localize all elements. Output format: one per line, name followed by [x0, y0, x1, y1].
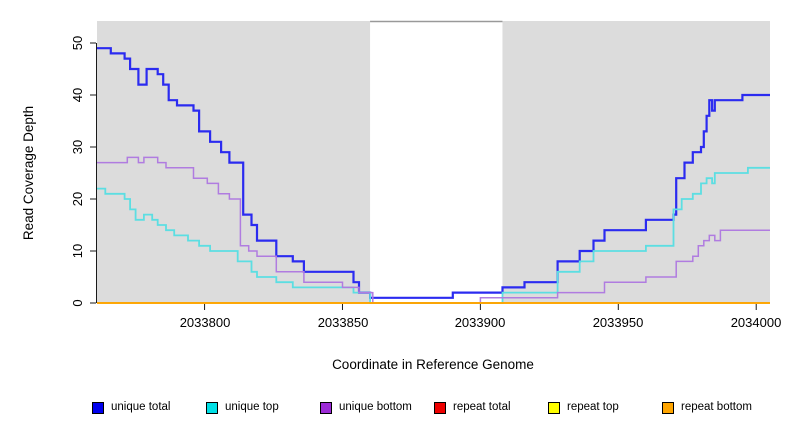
legend-swatch-repeat-total — [434, 401, 446, 414]
legend-swatch-unique-total — [92, 401, 104, 414]
y-tick-label: 0 — [70, 299, 85, 307]
legend-label: repeat bottom — [681, 401, 752, 413]
legend-label: unique total — [111, 401, 171, 413]
legend-label: unique top — [225, 401, 279, 413]
legend-label: repeat total — [453, 401, 511, 413]
y-axis-title: Read Coverage Depth — [21, 105, 36, 241]
legend-label: repeat top — [567, 401, 619, 413]
y-tick-label: 20 — [70, 191, 85, 207]
x-tick-label: 2033950 — [592, 315, 644, 330]
y-tick-label: 40 — [70, 87, 85, 103]
legend-swatch-repeat-top — [548, 401, 560, 414]
legend-item-unique-total: unique total — [92, 401, 170, 414]
legend-item-repeat-top: repeat top — [548, 401, 619, 414]
legend-item-unique-bottom: unique bottom — [320, 401, 412, 414]
legend-swatch-unique-bottom — [320, 401, 332, 414]
legend-swatch-repeat-bottom — [662, 401, 674, 414]
legend-item-repeat-total: repeat total — [434, 401, 511, 414]
legend-item-unique-top: unique top — [206, 401, 279, 414]
legend-item-repeat-bottom: repeat bottom — [662, 401, 752, 414]
x-tick-label: 2034000 — [730, 315, 782, 330]
y-tick-label: 10 — [70, 243, 85, 259]
x-tick-label: 2033800 — [179, 315, 231, 330]
legend-label: unique bottom — [339, 401, 412, 413]
x-axis-title: Coordinate in Reference Genome — [332, 357, 534, 372]
legend-swatch-unique-top — [206, 401, 218, 414]
x-tick-label: 2033850 — [317, 315, 369, 330]
x-tick-label: 2033900 — [454, 315, 506, 330]
y-tick-label: 30 — [70, 139, 85, 155]
y-tick-label: 50 — [70, 35, 85, 51]
